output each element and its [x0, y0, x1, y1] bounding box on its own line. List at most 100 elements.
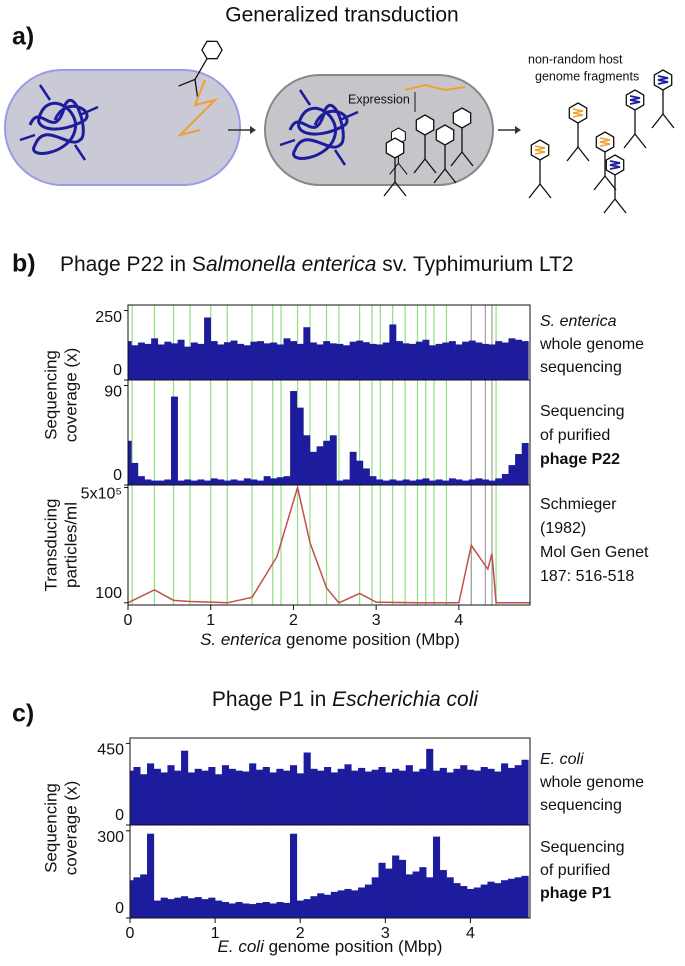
panel-title: Generalized transduction: [225, 4, 458, 27]
coverage-bar: [250, 479, 258, 485]
coverage-bar: [215, 774, 223, 825]
arrowhead: [250, 126, 256, 134]
x-tick-label: 4: [466, 925, 475, 942]
coverage-bar: [230, 340, 238, 380]
coverage-bar: [329, 343, 337, 380]
coverage-bar: [157, 344, 165, 380]
coverage-bar: [235, 770, 243, 825]
coverage-bar: [323, 440, 331, 485]
annotation: phage P1: [540, 885, 611, 902]
coverage-bar: [475, 342, 483, 380]
coverage-bar: [133, 767, 141, 825]
coverage-bar: [190, 480, 198, 485]
coverage-bar: [235, 902, 243, 918]
coverage-bar: [201, 899, 209, 918]
coverage-bar: [249, 904, 257, 918]
y-tick-label: 5x10⁵: [81, 486, 122, 503]
phage-phage-dna: [529, 140, 551, 198]
coverage-bar: [208, 897, 216, 918]
coverage-bar: [243, 345, 251, 380]
y-tick-label: 0: [113, 467, 122, 484]
coverage-bar: [409, 480, 417, 485]
coverage-bar: [467, 888, 475, 918]
coverage-bar: [181, 896, 189, 918]
coverage-bar: [221, 902, 230, 918]
fragments-label: genome fragments: [535, 69, 639, 83]
coverage-bar: [521, 341, 529, 380]
title-part: almonella enterica: [206, 253, 376, 276]
coverage-bar: [362, 342, 370, 380]
title-part: sv. Typhimurium LT2: [376, 253, 573, 276]
coverage-bar: [448, 478, 456, 485]
x-label-part: E. coli: [218, 937, 266, 956]
coverage-bar: [276, 477, 284, 485]
panel-label: b): [12, 250, 36, 278]
coverage-bar: [330, 772, 338, 825]
coverage-bar: [296, 407, 304, 485]
coverage-bar: [392, 855, 400, 918]
coverage-bar: [422, 478, 430, 485]
coverage-bar: [130, 770, 134, 825]
coverage-bar: [494, 883, 502, 918]
coverage-bar: [351, 770, 359, 825]
coverage-bar: [276, 768, 284, 825]
coverage-bar: [358, 767, 366, 825]
coverage-bar: [389, 479, 397, 485]
coverage-bar: [432, 836, 441, 918]
coverage-bar: [316, 446, 324, 485]
coverage-bar: [283, 476, 291, 485]
coverage-bar: [157, 480, 165, 485]
coverage-bar: [217, 479, 225, 485]
annotation: of purified: [540, 862, 610, 879]
annotation: Schmieger: [540, 496, 617, 513]
coverage-bar: [228, 768, 236, 825]
title-part: Phage P22 in S: [60, 253, 206, 276]
phage-dna: [404, 83, 466, 92]
y-tick-label: 0: [115, 807, 124, 824]
coverage-bar: [356, 340, 364, 380]
coverage-bar: [223, 342, 231, 380]
y-axis-label: coverage (x): [61, 781, 80, 875]
coverage-bar: [144, 343, 152, 380]
coverage-bar: [230, 479, 238, 485]
coverage-bar: [177, 480, 185, 485]
coverage-bar: [242, 903, 250, 918]
coverage-bar: [296, 773, 304, 825]
coverage-bar: [442, 480, 450, 485]
coverage-bar: [487, 768, 495, 825]
coverage-bar: [187, 772, 195, 825]
annotation: sequencing: [540, 359, 622, 376]
coverage-bar: [290, 765, 298, 825]
x-axis-label: E. coli genome position (Mbp): [218, 937, 443, 956]
coverage-bar: [415, 341, 423, 380]
coverage-bar: [419, 867, 427, 918]
y-tick-label: 100: [95, 585, 122, 602]
coverage-bar: [131, 462, 139, 485]
coverage-bar: [337, 768, 345, 825]
coverage-bar: [495, 341, 503, 380]
coverage-bar: [164, 341, 172, 380]
coverage-bar: [128, 341, 132, 380]
coverage-bar: [174, 897, 182, 918]
coverage-bar: [349, 451, 357, 485]
coverage-bar: [255, 902, 264, 918]
coverage-bar: [276, 902, 284, 918]
coverage-bar: [317, 893, 325, 918]
coverage-bar: [392, 768, 400, 825]
coverage-bar: [283, 338, 291, 380]
coverage-bar: [382, 480, 390, 485]
coverage-bar: [501, 473, 509, 485]
plot-frame: [127, 484, 531, 606]
coverage-bar: [290, 833, 298, 918]
coverage-bar: [310, 896, 318, 918]
y-tick-label: 300: [97, 829, 124, 846]
coverage-bar: [439, 870, 447, 918]
coverage-bar: [488, 480, 496, 485]
coverage-bar: [257, 341, 264, 380]
coverage-bar: [468, 340, 476, 380]
coverage-bar: [473, 770, 481, 825]
coverage-bar: [446, 877, 454, 918]
x-tick-label: 1: [206, 612, 215, 629]
coverage-bar: [396, 480, 403, 485]
coverage-bar: [385, 868, 393, 918]
